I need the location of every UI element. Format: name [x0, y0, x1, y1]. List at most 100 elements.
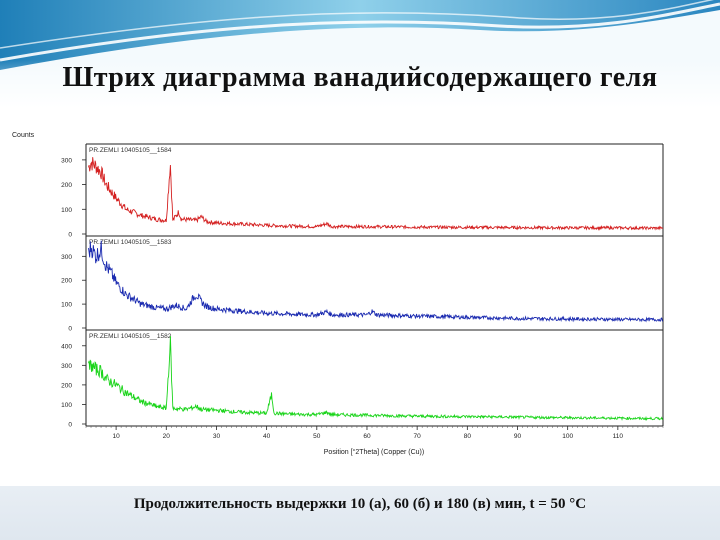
xrd-data-point: [662, 319, 663, 320]
xrd-data-point: [517, 417, 518, 418]
xrd-data-point: [266, 413, 267, 414]
y-tick-label: 400: [61, 343, 72, 350]
xrd-data-point: [101, 371, 102, 372]
y-tick-label: 200: [61, 182, 72, 189]
xrd-data-point: [88, 367, 89, 368]
xrd-data-point: [417, 416, 418, 417]
xrd-data-point: [241, 412, 242, 413]
xrd-panel-1: PR.ZEMLI 10405105__1584 0 100 200 300: [61, 147, 664, 239]
x-tick-label: 90: [514, 433, 522, 440]
xrd-data-point: [271, 394, 272, 395]
x-tick-label: 10: [112, 433, 120, 440]
xrd-data-point: [331, 414, 332, 415]
xrd-data-point: [126, 209, 127, 210]
xrd-data-point: [196, 294, 197, 295]
xrd-data-point: [467, 227, 468, 228]
xrd-data-point: [371, 311, 372, 312]
xrd-data-point: [201, 409, 202, 410]
xrd-data-point: [201, 216, 202, 217]
y-tick-label: 100: [61, 207, 72, 214]
xrd-data-point: [417, 227, 418, 228]
xrd-data-point: [116, 384, 117, 385]
xrd-data-point: [166, 308, 167, 309]
xrd-data-point: [88, 253, 89, 254]
xrd-data-point: [126, 392, 127, 393]
xrd-data-point: [662, 228, 663, 229]
xrd-data-point: [156, 406, 157, 407]
xrd-data-point: [170, 162, 171, 163]
xrd-data-point: [316, 414, 317, 415]
xrd-data-point: [90, 162, 91, 163]
xrd-data-point: [111, 273, 112, 274]
xrd-data-point: [126, 294, 127, 295]
y-tick-label: 200: [61, 278, 72, 285]
xrd-data-point: [241, 224, 242, 225]
xrd-data-point: [326, 412, 327, 413]
x-axis-ticks: 10 20 30 40 50 60 70 80 90 100 110: [85, 426, 664, 440]
xrd-data-point: [642, 228, 643, 229]
xrd-data-point: [326, 223, 327, 224]
y-tick-label: 300: [61, 363, 72, 370]
slide-title: Штрих диаграмма ванадийсодержащего геля: [62, 62, 658, 93]
y-tick-label: 0: [68, 326, 72, 333]
xrd-data-point: [106, 378, 107, 379]
xrd-data-point: [141, 215, 142, 216]
xrd-data-point: [617, 319, 618, 320]
xrd-data-point: [95, 369, 96, 370]
xrd-data-point: [567, 417, 568, 418]
xrd-data-point: [417, 316, 418, 317]
xrd-data-point: [331, 226, 332, 227]
xrd-data-point: [116, 282, 117, 283]
xrd-data-point: [376, 314, 377, 315]
xrd-data-point: [101, 172, 102, 173]
xrd-data-point: [90, 365, 91, 366]
xrd-data-point: [617, 227, 618, 228]
x-tick-label: 50: [313, 433, 321, 440]
xrd-data-point: [642, 418, 643, 419]
xrd-data-point: [291, 414, 292, 415]
xrd-data-point: [266, 313, 267, 314]
y-tick-label: 0: [68, 232, 72, 239]
xrd-series-line: [88, 157, 664, 231]
x-tick-label: 80: [464, 433, 472, 440]
xrd-data-point: [617, 418, 618, 419]
y-axis-label: Counts: [12, 132, 35, 139]
xrd-data-point: [116, 198, 117, 199]
xrd-data-point: [172, 408, 173, 409]
xrd-data-point: [106, 184, 107, 185]
xrd-data-point: [206, 306, 207, 307]
xrd-data-point: [662, 418, 663, 419]
xrd-data-point: [156, 219, 157, 220]
xrd-data-point: [216, 222, 217, 223]
xrd-series-line: [88, 240, 664, 323]
xrd-data-point: [178, 211, 179, 212]
xrd-data-point: [241, 311, 242, 312]
xrd-data-point: [176, 305, 177, 306]
xrd-data-point: [88, 167, 89, 168]
y-tick-label: 0: [68, 422, 72, 429]
xrd-panels: PR.ZEMLI 10405105__1584 0 100 200 300 PR.ZEML…: [61, 147, 664, 429]
y-tick-label: 200: [61, 382, 72, 389]
header-wave-decoration: [0, 0, 720, 108]
xrd-data-point: [216, 410, 217, 411]
slide-header: Штрих диаграмма ванадийсодержащего геля: [0, 0, 720, 108]
x-tick-label: 30: [213, 433, 221, 440]
xrd-data-point: [186, 409, 187, 410]
xrd-data-point: [170, 341, 171, 342]
xrd-data-point: [166, 220, 167, 221]
x-tick-label: 110: [613, 433, 624, 440]
x-tick-label: 20: [163, 433, 171, 440]
xrd-panel-3: PR.ZEMLI 10405105__1582 0 100 200 300 400: [61, 329, 664, 429]
xrd-data-point: [141, 401, 142, 402]
xrd-data-point: [193, 296, 194, 297]
xrd-data-point: [106, 265, 107, 266]
xrd-data-point: [291, 226, 292, 227]
xrd-data-point: [166, 408, 167, 409]
panel-name-label: PR.ZEMLI 10405105__1582: [89, 333, 172, 340]
panel-name-label: PR.ZEMLI 10405105__1584: [89, 147, 172, 154]
xrd-data-point: [366, 314, 367, 315]
xrd-chart-svg: Counts PR.ZEMLI 10405105__15840100200300…: [12, 132, 664, 456]
xrd-data-point: [517, 227, 518, 228]
xrd-data-point: [206, 221, 207, 222]
xrd-data-point: [181, 219, 182, 220]
